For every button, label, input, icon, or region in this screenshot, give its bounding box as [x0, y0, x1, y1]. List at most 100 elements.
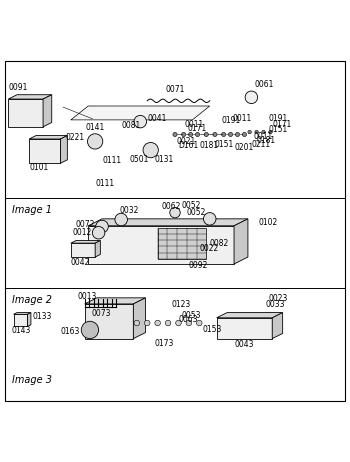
Text: 0082: 0082	[210, 239, 229, 248]
Polygon shape	[217, 313, 283, 318]
Text: 0171: 0171	[187, 124, 206, 133]
Text: 0041: 0041	[147, 114, 167, 122]
Polygon shape	[88, 226, 234, 264]
Text: 0062: 0062	[161, 202, 181, 211]
Circle shape	[143, 142, 158, 158]
Text: 0011: 0011	[184, 120, 204, 128]
Text: 0153: 0153	[203, 325, 222, 334]
Circle shape	[229, 133, 233, 137]
Text: 0181: 0181	[199, 141, 218, 150]
Text: 0181: 0181	[257, 136, 276, 145]
Circle shape	[236, 133, 240, 137]
Circle shape	[196, 133, 199, 137]
Text: 0133: 0133	[33, 311, 52, 321]
Polygon shape	[95, 241, 100, 257]
Polygon shape	[85, 298, 146, 304]
Circle shape	[176, 320, 181, 326]
Text: 0211: 0211	[251, 140, 271, 149]
Text: 0033: 0033	[265, 300, 285, 309]
Circle shape	[134, 116, 147, 128]
Circle shape	[92, 226, 105, 239]
Text: 0191: 0191	[269, 115, 288, 123]
Circle shape	[213, 133, 217, 137]
Circle shape	[173, 133, 177, 137]
Circle shape	[165, 320, 171, 326]
Text: 0013: 0013	[78, 292, 97, 301]
Text: 0151: 0151	[269, 126, 288, 134]
Text: 0072: 0072	[76, 220, 95, 229]
Text: Image 1: Image 1	[12, 205, 52, 215]
Circle shape	[255, 130, 258, 134]
Circle shape	[262, 130, 265, 134]
Polygon shape	[71, 106, 210, 120]
Polygon shape	[88, 219, 248, 226]
Polygon shape	[29, 139, 61, 163]
Text: 0091: 0091	[8, 83, 28, 92]
Circle shape	[145, 320, 150, 326]
Text: Image 3: Image 3	[12, 375, 52, 385]
Polygon shape	[85, 304, 133, 339]
Circle shape	[189, 133, 193, 137]
Text: 0131: 0131	[154, 155, 173, 164]
Text: 0111: 0111	[95, 179, 114, 188]
Text: 0151: 0151	[215, 140, 234, 149]
Text: 0021: 0021	[177, 137, 196, 146]
Text: 0042: 0042	[71, 258, 90, 267]
Polygon shape	[217, 318, 272, 339]
Circle shape	[96, 220, 108, 233]
Text: 0043: 0043	[235, 340, 254, 349]
Text: 0011: 0011	[232, 115, 252, 123]
Text: 0011: 0011	[253, 132, 272, 141]
Text: 0111: 0111	[102, 156, 121, 165]
Polygon shape	[8, 99, 43, 127]
Text: 0141: 0141	[85, 123, 105, 132]
Text: Image 2: Image 2	[12, 295, 52, 305]
Circle shape	[245, 91, 258, 103]
Polygon shape	[61, 135, 67, 163]
Text: 0143: 0143	[12, 327, 31, 335]
Circle shape	[269, 130, 272, 134]
Text: 0201: 0201	[234, 144, 253, 152]
Text: 0012: 0012	[72, 228, 92, 237]
Text: 0102: 0102	[258, 218, 278, 227]
Polygon shape	[234, 219, 248, 264]
Text: D161: D161	[178, 141, 199, 151]
Text: 0073: 0073	[92, 309, 111, 318]
Text: 0053: 0053	[182, 310, 202, 320]
Polygon shape	[71, 241, 100, 243]
Text: 0022: 0022	[199, 244, 218, 253]
Circle shape	[242, 133, 246, 137]
Polygon shape	[71, 243, 95, 257]
Text: 0123: 0123	[172, 300, 191, 309]
Text: 0052: 0052	[187, 208, 206, 217]
Circle shape	[197, 320, 202, 326]
Text: 0081: 0081	[121, 121, 140, 130]
Circle shape	[248, 130, 251, 134]
Polygon shape	[27, 313, 31, 327]
Circle shape	[134, 320, 140, 326]
Text: 0173: 0173	[154, 339, 174, 348]
Circle shape	[186, 320, 192, 326]
Circle shape	[81, 321, 99, 339]
Text: 0023: 0023	[269, 294, 288, 303]
Circle shape	[115, 213, 127, 226]
Circle shape	[204, 133, 208, 137]
Polygon shape	[8, 95, 52, 99]
Text: 0092: 0092	[189, 261, 208, 269]
Polygon shape	[29, 135, 67, 139]
Circle shape	[182, 133, 186, 137]
Text: 0191: 0191	[222, 116, 241, 125]
Polygon shape	[272, 313, 283, 339]
Circle shape	[155, 320, 160, 326]
Bar	[158, 227, 206, 259]
Text: 0163: 0163	[61, 327, 80, 336]
Polygon shape	[43, 95, 52, 127]
Text: 0052: 0052	[182, 201, 201, 210]
Text: 0071: 0071	[165, 85, 185, 94]
Polygon shape	[14, 314, 27, 327]
Circle shape	[203, 213, 216, 225]
Circle shape	[170, 207, 180, 218]
Text: 0501: 0501	[130, 155, 149, 164]
Text: 0101: 0101	[29, 163, 48, 172]
Text: 0171: 0171	[272, 120, 292, 128]
